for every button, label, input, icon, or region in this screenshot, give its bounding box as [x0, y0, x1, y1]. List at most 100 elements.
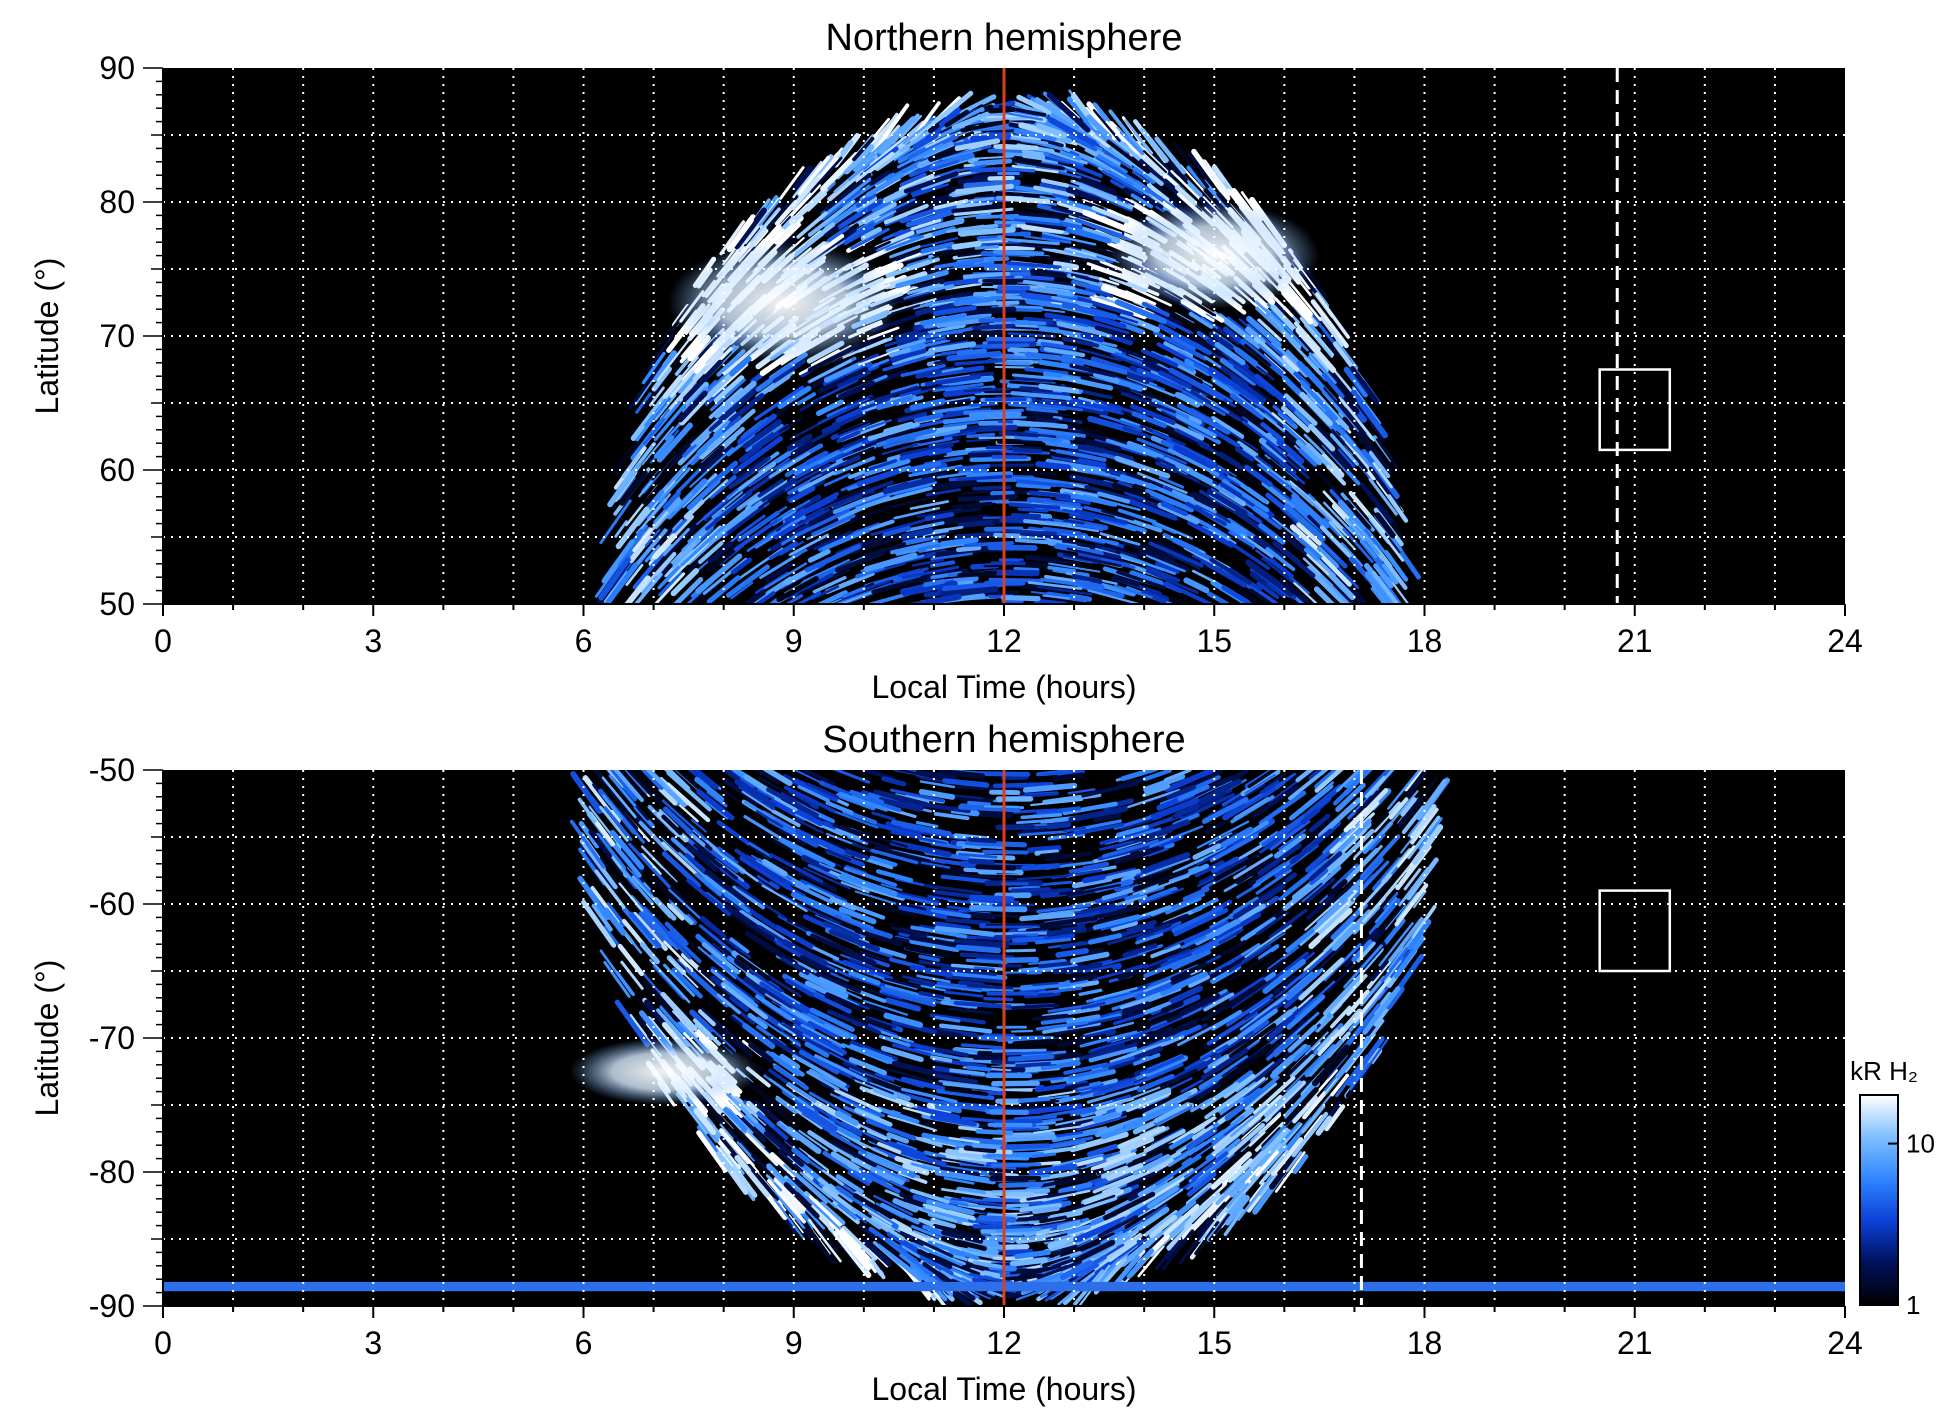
north-y-label: Latitude (°) — [29, 258, 65, 415]
emission-streak — [869, 1171, 911, 1192]
emission-streak — [975, 1129, 1014, 1136]
emission-streak — [656, 422, 693, 463]
emission-streak — [840, 825, 862, 836]
emission-streak — [969, 904, 1028, 913]
emission-streak — [730, 1092, 767, 1127]
emission-streak — [927, 322, 966, 334]
emission-streak — [1260, 444, 1297, 475]
emission-streak — [790, 441, 814, 457]
emission-streak — [1056, 1033, 1108, 1048]
emission-streak — [946, 905, 975, 912]
south-emission-layer — [163, 770, 1845, 1306]
emission-streak — [1300, 1104, 1326, 1134]
emission-streak — [910, 218, 942, 231]
emission-streak — [1389, 917, 1424, 962]
emission-streak — [915, 821, 939, 828]
emission-streak — [591, 770, 632, 815]
emission-streak — [1219, 481, 1242, 497]
emission-streak — [780, 838, 836, 868]
emission-streak — [1160, 1000, 1184, 1014]
emission-streak — [729, 995, 750, 1012]
emission-streak — [641, 426, 675, 466]
emission-streak — [722, 936, 752, 959]
emission-streak — [1137, 1245, 1165, 1278]
emission-streak — [1040, 1017, 1075, 1025]
emission-streak — [1010, 512, 1042, 519]
emission-streak — [1041, 231, 1097, 246]
emission-streak — [614, 520, 628, 538]
emission-streak — [1173, 907, 1229, 937]
emission-streak — [933, 507, 981, 517]
emission-streak — [1323, 972, 1365, 1016]
emission-streak — [1111, 575, 1140, 587]
emission-streak — [1066, 547, 1124, 562]
emission-streak — [888, 347, 911, 358]
emission-streak — [1043, 521, 1100, 533]
emission-streak — [1131, 1016, 1183, 1039]
emission-streak — [1221, 585, 1251, 604]
emission-streak — [880, 883, 903, 892]
emission-streak — [835, 1237, 860, 1269]
emission-streak — [1030, 268, 1067, 279]
emission-streak — [1359, 975, 1386, 1007]
emission-streak — [1284, 325, 1309, 352]
emission-streak — [1002, 230, 1032, 237]
emission-streak — [1263, 772, 1287, 789]
emission-streak — [985, 445, 1013, 450]
bright-arc — [667, 242, 899, 363]
emission-streak — [677, 541, 696, 561]
emission-streak — [1035, 416, 1060, 424]
emission-streak — [1295, 327, 1337, 374]
emission-streak — [1369, 833, 1386, 851]
emission-streak — [1066, 96, 1096, 131]
emission-streak — [649, 958, 691, 1004]
emission-streak — [1058, 980, 1100, 991]
emission-streak — [1111, 1255, 1140, 1289]
emission-streak — [1407, 919, 1432, 951]
emission-streak — [734, 456, 767, 482]
emission-streak — [855, 151, 895, 183]
emission-streak — [1223, 1208, 1245, 1237]
emission-streak — [653, 435, 675, 459]
emission-streak — [1025, 556, 1079, 565]
emission-streak — [1069, 511, 1095, 522]
emission-streak — [1247, 1094, 1283, 1128]
emission-streak — [1116, 824, 1149, 838]
emission-streak — [697, 479, 729, 507]
emission-streak — [1257, 944, 1280, 961]
emission-streak — [963, 867, 1024, 875]
emission-streak — [1223, 1073, 1256, 1099]
emission-streak — [901, 565, 960, 579]
emission-streak — [1308, 813, 1331, 833]
emission-streak — [1009, 243, 1055, 250]
emission-streak — [978, 317, 1017, 323]
emission-streak — [1092, 986, 1138, 1001]
emission-streak — [729, 356, 752, 377]
emission-streak — [746, 530, 777, 552]
emission-streak — [744, 800, 775, 822]
emission-streak — [843, 225, 875, 246]
emission-streak — [1171, 906, 1224, 934]
emission-streak — [786, 1155, 815, 1179]
emission-streak — [881, 776, 907, 787]
emission-streak — [603, 570, 628, 604]
emission-streak — [579, 839, 618, 890]
emission-streak — [757, 776, 811, 807]
emission-streak — [1078, 988, 1103, 997]
emission-streak — [848, 970, 881, 986]
emission-streak — [757, 873, 780, 890]
emission-streak — [577, 875, 611, 921]
emission-streak — [766, 374, 791, 392]
emission-streak — [1012, 326, 1040, 330]
emission-streak — [704, 868, 749, 905]
emission-streak — [1070, 273, 1100, 283]
emission-streak — [1154, 136, 1187, 175]
emission-streak — [768, 541, 798, 561]
emission-streak — [868, 170, 891, 186]
emission-streak — [831, 1201, 860, 1225]
emission-streak — [822, 1150, 873, 1184]
emission-streak — [897, 567, 929, 578]
emission-streak — [983, 564, 1012, 568]
emission-streak — [902, 120, 933, 145]
emission-streak — [1085, 287, 1114, 298]
